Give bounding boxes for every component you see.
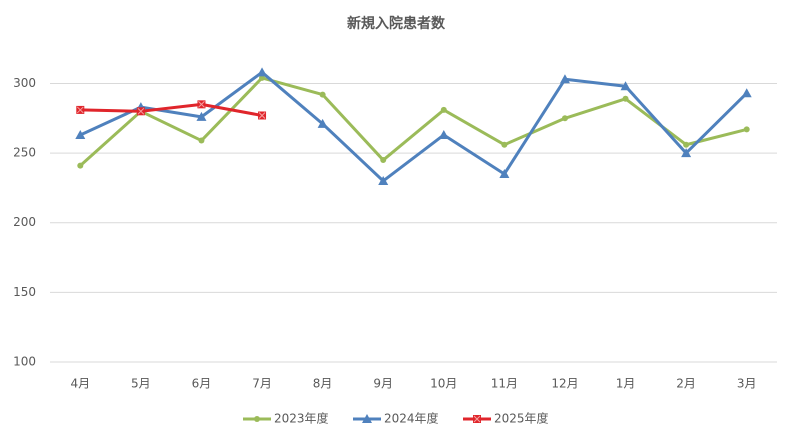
marker [681,148,692,158]
x-tick-label: 7月 [252,377,272,391]
x-tick-label: 2月 [676,377,696,391]
marker [378,175,389,185]
marker [196,111,207,121]
marker [741,88,752,98]
marker [198,137,205,144]
x-tick-label: 9月 [373,377,393,391]
y-tick-label: 250 [13,146,36,160]
y-tick-label: 150 [13,285,36,299]
marker [77,162,84,169]
marker [499,168,510,178]
chart-title: 新規入院患者数 [347,15,446,32]
marker [473,415,481,423]
marker [559,74,570,84]
marker [438,129,449,139]
x-tick-label: 8月 [313,377,333,391]
marker [254,416,260,422]
marker [561,115,568,122]
x-tick-label: 1月 [616,377,636,391]
marker [258,111,267,120]
x-tick-label: 10月 [430,377,457,391]
marker [743,126,750,133]
y-tick-label: 200 [13,215,36,229]
marker [136,107,145,116]
marker [319,91,326,98]
y-tick-label: 100 [13,355,36,369]
marker [76,105,85,114]
x-tick-label: 6月 [192,377,212,391]
marker [362,414,372,423]
marker [259,74,266,81]
marker [683,141,690,148]
marker [380,157,387,164]
marker [622,95,629,102]
marker [75,129,86,139]
legend-label: 2025年度 [494,411,549,426]
x-tick-label: 5月 [131,377,151,391]
series-line [79,76,748,167]
legend-label: 2024年度 [384,411,439,426]
marker [197,100,206,109]
x-tick-label: 12月 [551,377,578,391]
marker [257,67,268,77]
series-line [80,102,263,117]
x-tick-label: 4月 [70,377,90,391]
legend-label: 2023年度 [274,411,329,426]
marker [620,81,631,91]
x-tick-label: 11月 [491,377,518,391]
x-tick-label: 3月 [737,377,757,391]
marker [317,118,328,128]
marker [440,106,447,113]
y-tick-label: 300 [13,76,36,90]
series-line [79,70,748,183]
marker [501,141,508,148]
